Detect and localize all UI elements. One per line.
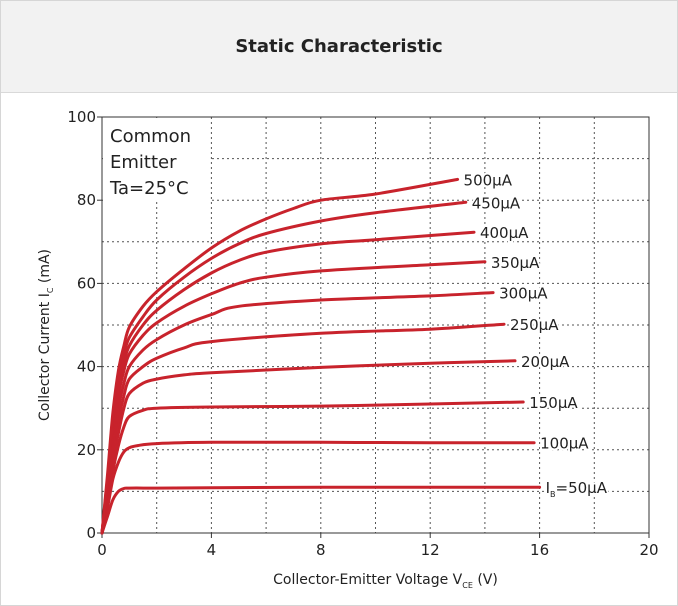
series-label: 200μA — [521, 353, 570, 371]
series-label: 100μA — [540, 435, 589, 453]
annotation-line: Common — [110, 126, 191, 147]
annotation-backdrop — [103, 118, 209, 202]
plot-frame — [101, 116, 650, 534]
y-tick-label: 100 — [67, 108, 96, 126]
x-tick-label: 4 — [207, 541, 217, 559]
series-label: 300μA — [499, 285, 548, 303]
series-line — [100, 485, 542, 535]
series-label: 350μA — [491, 254, 540, 272]
series-line — [100, 322, 506, 535]
x-tick-label: 12 — [421, 541, 440, 559]
series-label: 450μA — [472, 194, 521, 212]
chart-header: Static Characteristic — [1, 1, 677, 93]
y-axis-title: Collector Current IC (mA) — [37, 249, 55, 421]
series-line — [100, 359, 517, 535]
series-label: 250μA — [510, 316, 559, 334]
y-tick-label: 20 — [77, 441, 96, 459]
y-tick-label: 0 — [86, 524, 96, 542]
x-axis-title: Collector-Emitter Voltage VCE (V) — [273, 572, 498, 590]
series-line — [100, 177, 460, 535]
x-tick-label: 20 — [639, 541, 658, 559]
y-tick-label: 40 — [77, 358, 96, 376]
series-label: 400μA — [480, 224, 529, 242]
y-tick-label: 80 — [77, 191, 96, 209]
series-line — [100, 400, 525, 535]
annotation-line: Ta=25°C — [109, 178, 189, 199]
chart-title: Static Characteristic — [235, 36, 443, 57]
series-label: 150μA — [529, 394, 578, 412]
x-tick-label: 8 — [316, 541, 326, 559]
x-tick-label: 16 — [530, 541, 549, 559]
series-label: IB=50μA — [546, 479, 608, 499]
chart-plot: Common Emitter Ta=25°C 0 4 8 12 16 20 0 20 40 60 80 10… — [37, 108, 659, 590]
y-tick-label: 60 — [77, 274, 96, 292]
series-label: 500μA — [464, 171, 513, 189]
x-tick-label: 0 — [97, 541, 107, 559]
annotation-line: Emitter — [110, 152, 177, 173]
